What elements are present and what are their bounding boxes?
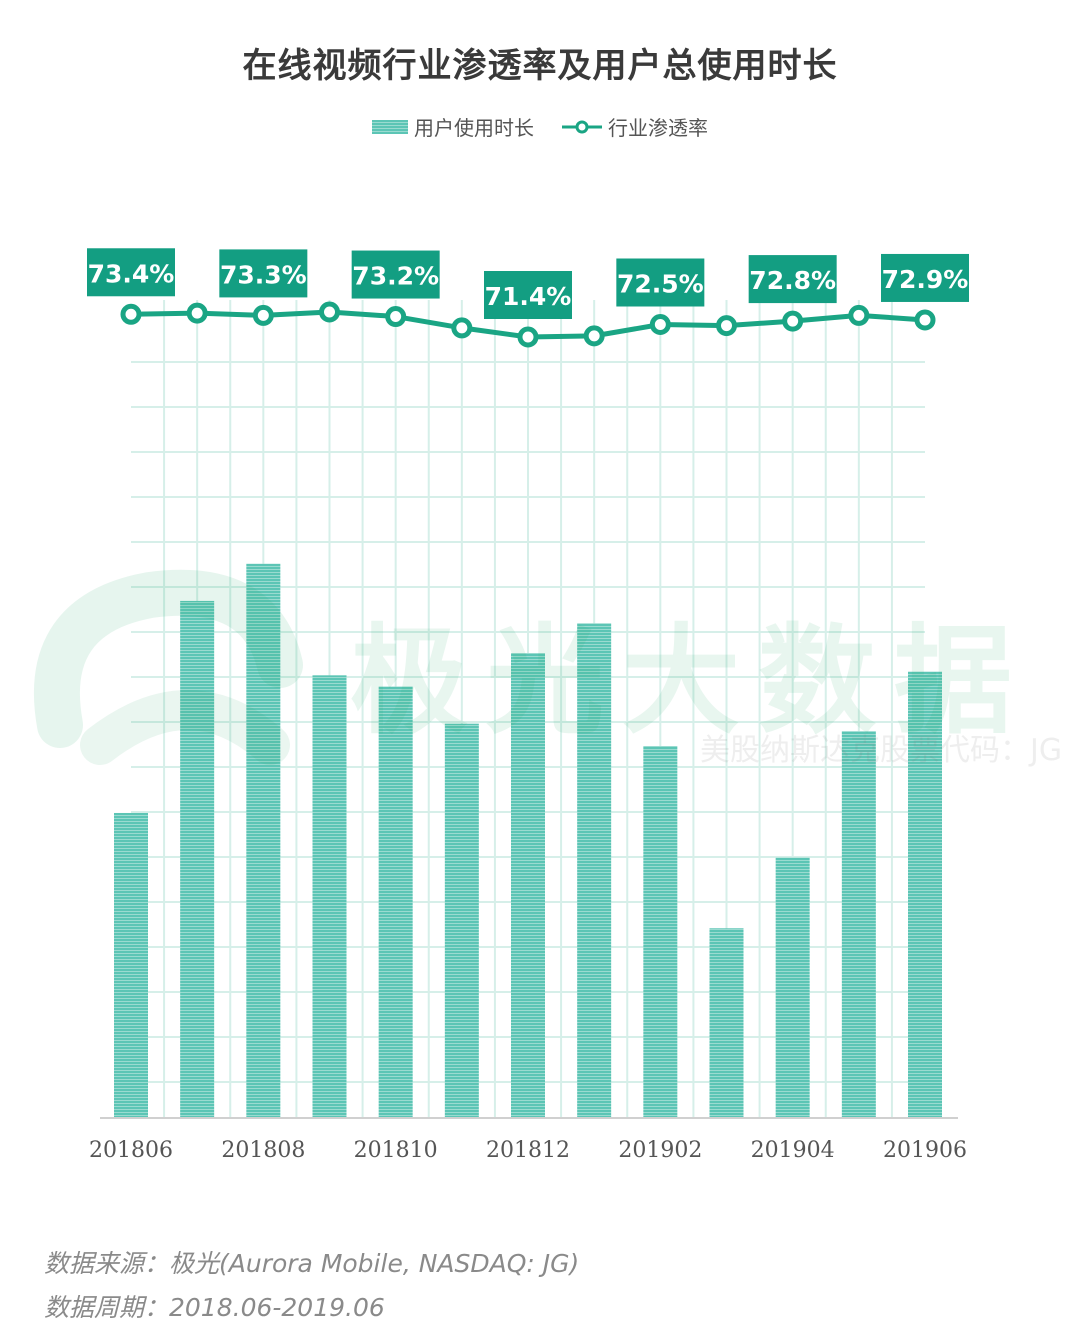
data-label: 73.2% — [352, 262, 439, 291]
legend: 用户使用时长 行业渗透率 — [0, 112, 1080, 141]
bar — [643, 746, 678, 1118]
tick-label: 201906 — [883, 1138, 967, 1163]
bar — [312, 675, 347, 1118]
bar — [841, 731, 876, 1118]
bar — [444, 723, 479, 1118]
data-label-bg — [351, 250, 440, 299]
data-label-bg — [748, 255, 837, 304]
legend-item-bar: 用户使用时长 — [372, 112, 534, 141]
chart-title: 在线视频行业渗透率及用户总使用时长 — [242, 46, 838, 86]
data-label: 72.5% — [617, 270, 704, 299]
line-point — [319, 301, 340, 323]
data-label: 73.4% — [88, 259, 175, 288]
tick-label: 201904 — [751, 1138, 835, 1163]
line-point — [517, 326, 539, 348]
line-point — [782, 310, 804, 332]
data-label-bg — [881, 253, 969, 302]
legend-label-line: 行业渗透率 — [608, 116, 708, 140]
tick-label: 201806 — [89, 1138, 173, 1163]
bar — [709, 928, 744, 1118]
bar — [114, 812, 148, 1118]
line-point — [252, 304, 274, 326]
line-point — [186, 302, 208, 324]
chart: 73.4% 73.3% 73.2% 71.4% 72.5% 72.8% 72.9% 2018… — [87, 248, 969, 1163]
legend-label-bar: 用户使用时长 — [414, 116, 534, 140]
x-axis-ticks: 201806 201808 201810 201812 201902 201904 2019… — [89, 1138, 967, 1163]
data-label: 72.9% — [882, 265, 969, 294]
legend-swatch-line — [562, 120, 602, 133]
legend-swatch-bar — [372, 119, 408, 134]
legend-item-line: 行业渗透率 — [562, 112, 708, 141]
line-point — [385, 306, 407, 328]
line-point — [914, 309, 936, 331]
bar — [511, 653, 545, 1118]
line-point — [716, 315, 737, 337]
bar — [246, 563, 281, 1118]
data-label: 72.8% — [749, 266, 836, 295]
line-point — [451, 317, 473, 339]
line-point — [583, 325, 605, 347]
tick-label: 201902 — [618, 1138, 702, 1163]
data-label-bg — [87, 248, 175, 297]
tick-label: 201812 — [486, 1138, 570, 1163]
line-point — [848, 304, 870, 326]
bar — [908, 671, 942, 1118]
data-label-bg — [484, 271, 572, 319]
bar — [378, 686, 413, 1118]
data-label-bg — [219, 249, 308, 298]
data-label-bg — [616, 258, 705, 307]
bar — [577, 623, 612, 1118]
line-point — [649, 314, 671, 335]
bar — [180, 600, 215, 1118]
line-point — [120, 303, 142, 325]
footer-period: 数据周期：2018.06-2019.06 — [44, 1293, 385, 1322]
line-series — [120, 301, 936, 348]
tick-label: 201810 — [354, 1138, 438, 1163]
footer-source: 数据来源：极光(Aurora Mobile, NASDAQ: JG) — [44, 1249, 580, 1278]
bar — [775, 857, 810, 1118]
tick-label: 201808 — [221, 1138, 305, 1163]
data-label: 73.3% — [220, 260, 307, 289]
data-labels: 73.4% 73.3% 73.2% 71.4% 72.5% 72.8% 72.9% — [87, 248, 969, 319]
data-label: 71.4% — [485, 282, 572, 311]
bars — [114, 563, 942, 1118]
